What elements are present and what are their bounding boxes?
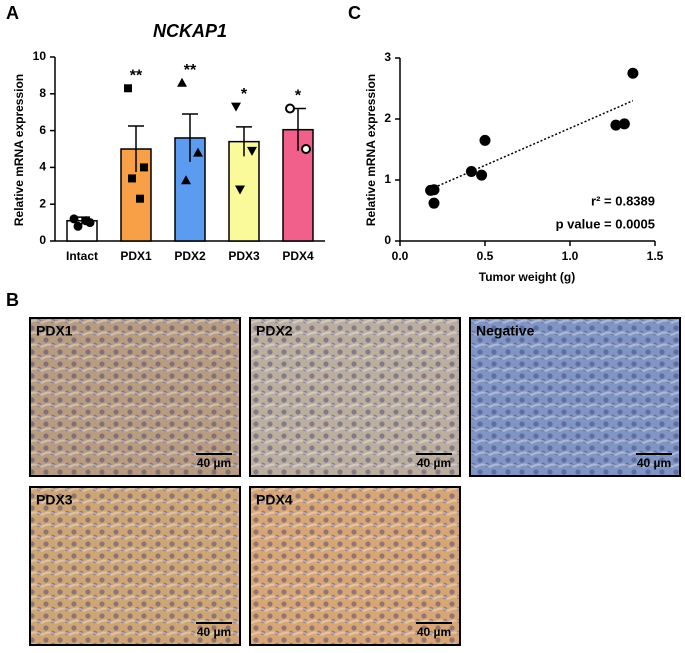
annotation: r² = 0.8389 [591,193,655,208]
micrograph-label: PDX1 [36,323,73,339]
x-tick-label: PDX3 [228,249,260,263]
y-axis-label: Relative mRNA expression [364,74,378,226]
x-axis-label: Tumor weight (g) [479,270,575,284]
data-point [177,77,187,87]
data-point [181,175,191,185]
data-point [618,118,630,130]
micrograph-label: PDX2 [256,323,293,339]
data-point [124,84,132,93]
panel-label: A [6,3,19,23]
data-point [136,194,144,203]
data-point [69,214,79,224]
significance-label: * [295,88,302,105]
significance-label: ** [130,67,143,84]
scale-bar-label: 40 µm [417,456,451,470]
trend-line [430,100,634,190]
y-axis-label: Relative mRNA expression [12,74,26,226]
data-point [140,163,148,172]
data-point [301,144,311,154]
micrograph-frame [249,317,461,477]
x-tick-label: 1.5 [647,249,664,263]
scale-bar-label: 40 µm [637,456,671,470]
micrograph-texture [30,487,240,645]
error-bar [128,125,144,172]
data-point [81,216,91,226]
data-point [247,146,257,156]
bar [228,140,260,242]
data-point [479,134,491,146]
data-point [610,119,622,131]
micrograph-label: PDX4 [256,492,293,508]
y-tick-label: 0 [384,233,391,247]
x-tick-label: PDX1 [120,249,152,263]
significance-label: ** [184,62,197,79]
x-tick-label: 0.5 [477,249,494,263]
panel-label: C [348,3,361,23]
micrograph-label: PDX3 [36,492,73,508]
x-tick-label: PDX4 [282,249,314,263]
data-point [476,169,488,181]
error-bar [182,113,198,162]
y-tick-label: 2 [39,196,46,210]
y-tick-label: 6 [39,123,46,137]
y-tick-label: 10 [33,49,47,63]
x-tick-label: 0.0 [392,249,409,263]
micrograph-label: Negative [476,323,535,339]
data-point [428,197,440,209]
x-tick-label: Intact [66,249,98,263]
y-tick-label: 8 [39,86,46,100]
scale-bar-label: 40 µm [197,625,231,639]
x-tick-label: 1.0 [562,249,579,263]
annotation: p value = 0.0005 [556,216,655,231]
chart-title: NCKAP1 [153,21,227,41]
micrograph-texture [470,318,680,476]
data-point [128,174,136,183]
significance-label: * [241,86,248,103]
error-bar [236,126,252,157]
micrograph-frame [29,486,241,646]
data-point [627,67,639,79]
data-point [465,165,477,177]
scale-bar-label: 40 µm [417,625,451,639]
y-tick-label: 0 [39,233,46,247]
data-point [73,221,83,231]
data-point [193,147,203,157]
data-point [285,103,295,114]
micrograph-texture [30,318,240,476]
x-tick-label: PDX2 [174,249,206,263]
micrograph-frame [249,486,461,646]
y-tick-label: 1 [384,172,391,186]
data-point [428,184,440,196]
micrograph-frame [469,317,681,477]
scale-bar-label: 40 µm [197,456,231,470]
data-point [231,102,241,112]
micrograph-frame [29,317,241,477]
micrograph-texture [250,487,460,645]
y-tick-label: 3 [384,50,391,64]
y-tick-label: 4 [39,160,46,174]
y-tick-label: 2 [384,111,391,125]
micrograph-texture [250,318,460,476]
panel-label: B [6,290,19,310]
data-point [235,185,245,195]
